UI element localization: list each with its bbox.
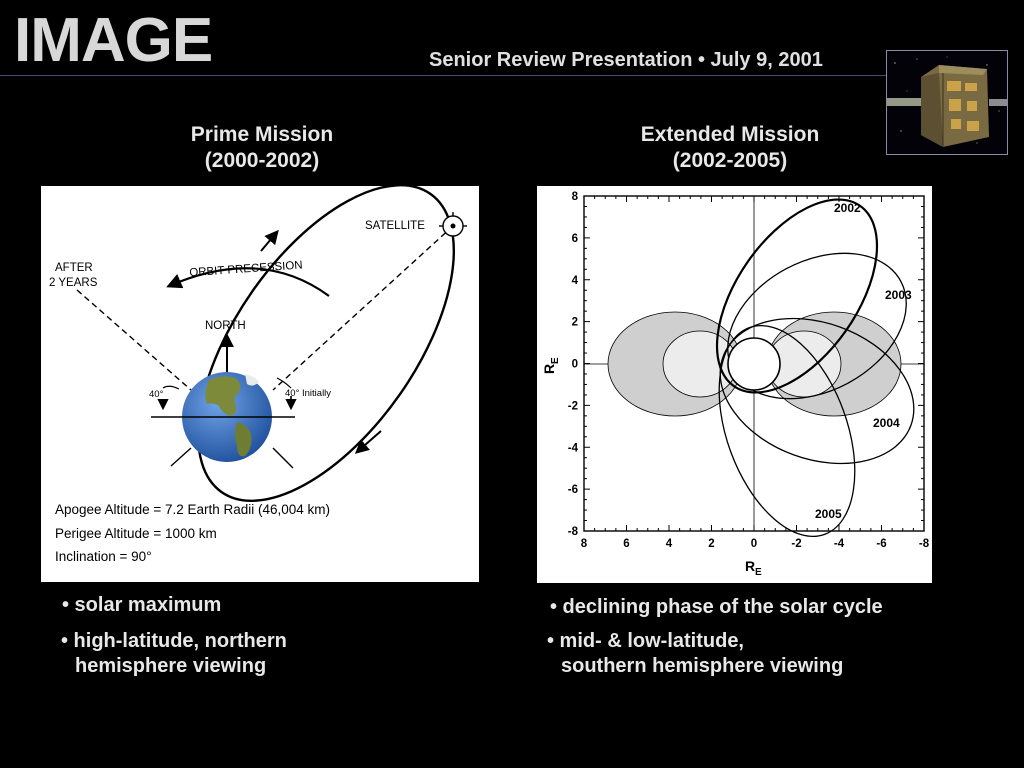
satellite-icon <box>439 212 467 240</box>
svg-text:R: R <box>745 558 755 574</box>
inclination-text: Inclination = 90° <box>55 549 152 564</box>
image-spacecraft-icon <box>886 50 1008 155</box>
x-tick-label: 0 <box>751 538 757 550</box>
prime-bullet-2: • high-latitude, northern hemisphere vie… <box>61 629 287 679</box>
header-divider <box>0 75 886 76</box>
x-tick-label: -8 <box>919 538 930 550</box>
precession-arrow <box>166 267 330 297</box>
orbit-label-2002: 2002 <box>834 201 861 215</box>
after-years-label: 2 YEARS <box>49 277 98 289</box>
y-tick-label: -6 <box>568 484 578 496</box>
prime-bullet-1-text: • solar maximum <box>62 594 222 616</box>
x-tick-label: 4 <box>666 538 673 550</box>
earth-disk <box>727 337 781 391</box>
satellite-label: SATELLITE <box>365 220 425 232</box>
orbit-2004 <box>719 317 915 465</box>
y-axis-title: R E <box>541 357 561 374</box>
extended-heading-line1: Extended Mission <box>640 123 820 146</box>
after-label: AFTER <box>55 262 93 274</box>
orbit-ellipse <box>197 186 455 502</box>
orbit-precession-label: ORBIT PRECESSION <box>189 259 303 279</box>
prime-orbit-diagram: ORBIT PRECESSION SATELLITE AFTER 2 YEARS <box>41 186 479 582</box>
orbit-label-2005: 2005 <box>815 507 842 521</box>
extended-bullet-2: • mid- & low-latitude, southern hemisphe… <box>547 629 843 679</box>
prime-heading-line1: Prime Mission <box>190 123 334 146</box>
orbit-direction-arrow <box>354 430 382 454</box>
orbit-2002 <box>715 198 879 394</box>
y-tick-label: -8 <box>568 526 579 538</box>
y-tick-label: 8 <box>572 191 579 203</box>
x-tick-label: 6 <box>623 538 629 550</box>
extended-mission-heading: Extended Mission (2002-2005) <box>580 122 880 174</box>
angle-left-label: 40° <box>149 389 164 400</box>
x-tick-label: 8 <box>581 538 588 550</box>
prime-bullet-1: • solar maximum <box>62 593 221 618</box>
perigee-text: Perigee Altitude = 1000 km <box>55 526 217 541</box>
extended-heading-line2: (2002-2005) <box>672 149 788 172</box>
orbit-2005 <box>718 324 856 538</box>
orbit-label-2003: 2003 <box>885 288 912 302</box>
y-tick-label: 6 <box>572 233 578 245</box>
x-tick-label: -4 <box>834 538 845 550</box>
extended-bullet-2-line1: • mid- & low-latitude, <box>547 630 744 652</box>
y-tick-label: 2 <box>572 317 578 329</box>
angle-right-label: 40° Initially <box>285 388 331 399</box>
extended-bullet-1-text: • declining phase of the solar cycle <box>550 596 883 618</box>
x-axis-title: R E <box>745 558 762 578</box>
prime-bullet-2-line1: • high-latitude, northern <box>61 630 287 652</box>
svg-text:E: E <box>550 357 561 364</box>
extended-bullet-1: • declining phase of the solar cycle <box>550 595 883 620</box>
prime-bullet-2-line2: hemisphere viewing <box>75 655 267 677</box>
north-label: NORTH <box>205 320 246 332</box>
svg-text:E: E <box>755 567 762 578</box>
svg-text:R: R <box>541 364 557 374</box>
slide-subtitle: Senior Review Presentation • July 9, 200… <box>429 49 823 71</box>
extended-bullet-2-line2: southern hemisphere viewing <box>561 655 844 677</box>
y-tick-label: -4 <box>568 442 579 454</box>
viewing-region-left-inner <box>662 330 738 398</box>
orbit-label-2004: 2004 <box>873 416 900 430</box>
prime-mission-heading: Prime Mission (2000-2002) <box>112 122 412 174</box>
extended-orbit-plot: 2002 2003 2004 2005 R E R E 8 6 4 2 0 -2 -4 -6 -… <box>537 186 932 583</box>
y-tick-label: 4 <box>572 275 579 287</box>
y-tick-label: 0 <box>572 359 578 371</box>
slide-title: IMAGE <box>14 6 213 75</box>
x-tick-label: -2 <box>791 538 801 550</box>
x-tick-label: -6 <box>876 538 886 550</box>
prime-heading-line2: (2000-2002) <box>204 149 320 172</box>
apogee-text: Apogee Altitude = 7.2 Earth Radii (46,00… <box>55 502 330 517</box>
x-tick-label: 2 <box>708 538 714 550</box>
orbit-direction-arrow <box>260 229 279 252</box>
y-tick-label: -2 <box>568 400 578 412</box>
